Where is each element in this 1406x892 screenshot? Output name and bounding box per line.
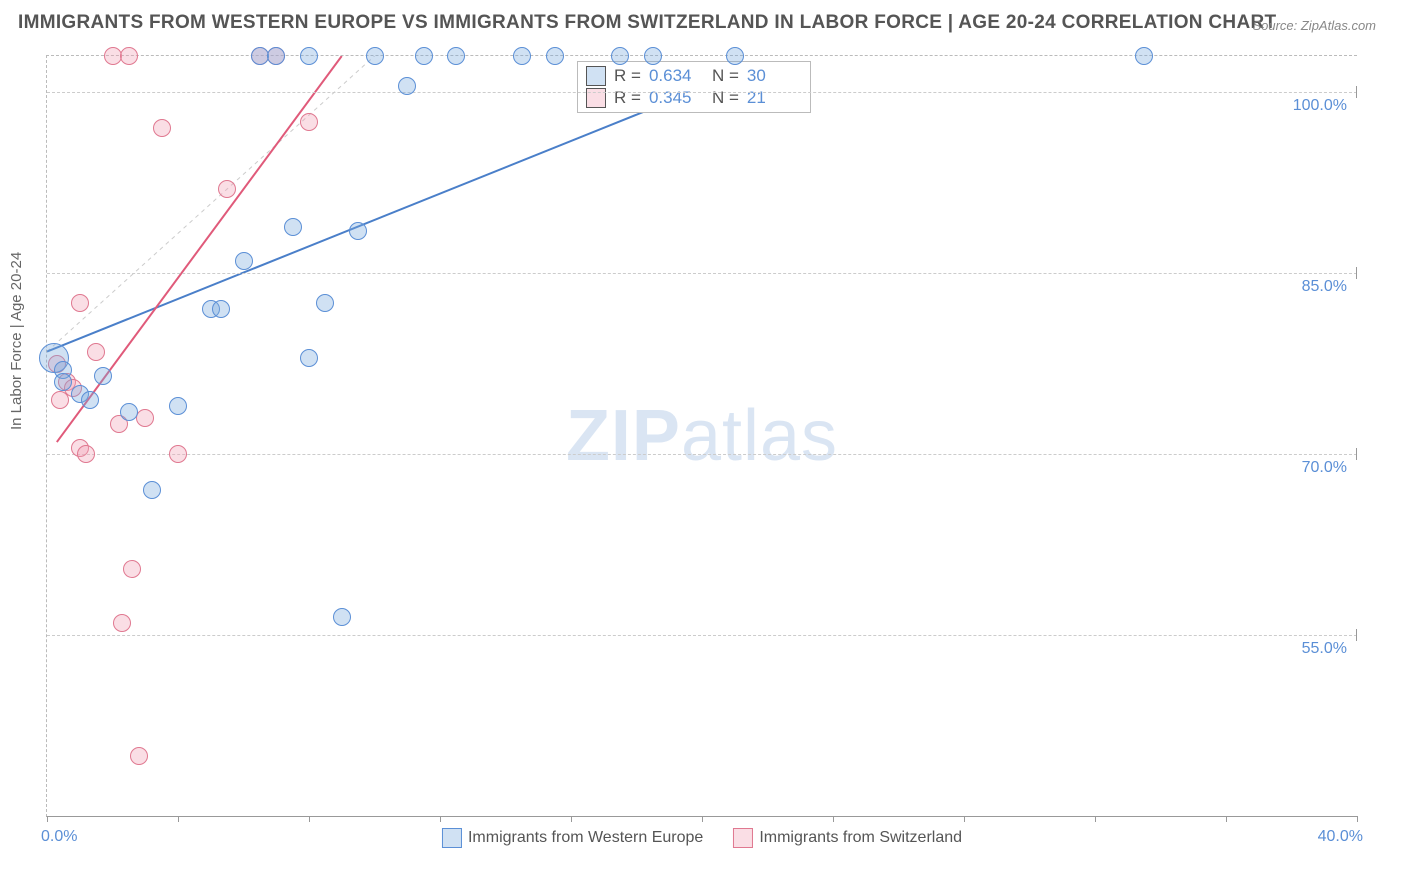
data-point [54,373,72,391]
data-point [300,47,318,65]
r-label: R = [614,66,641,86]
chart-title: IMMIGRANTS FROM WESTERN EUROPE VS IMMIGR… [18,12,1276,34]
stats-row-1: R = 0.634 N = 30 [586,66,802,86]
x-tick-mark [440,816,441,822]
n-value: 30 [747,66,802,86]
data-point [143,481,161,499]
data-point [235,252,253,270]
data-point [726,47,744,65]
data-point [300,113,318,131]
source-label: Source: ZipAtlas.com [1252,18,1376,33]
data-point [251,47,269,65]
stats-box: R = 0.634 N = 30 R = 0.345 N = 21 [577,61,811,113]
r-value: 0.634 [649,66,704,86]
data-point [94,367,112,385]
data-point [104,47,122,65]
y-axis-label: In Labor Force | Age 20-24 [8,252,25,430]
data-point [212,300,230,318]
plot-area: ZIPatlas R = 0.634 N = 30 R = 0.345 N = … [46,55,1357,817]
x-tick-mark [1095,816,1096,822]
data-point [87,343,105,361]
x-tick-mark [964,816,965,822]
data-point [513,47,531,65]
n-label: N = [712,88,739,108]
data-point [447,47,465,65]
r-label: R = [614,88,641,108]
trend-overlay [47,56,1357,816]
y-tick-mark [1356,267,1357,279]
data-point [169,397,187,415]
stats-swatch-pink [586,88,606,108]
data-point [316,294,334,312]
data-point [267,47,285,65]
y-tick-mark [1356,629,1357,641]
x-label-right: 40.0% [1318,828,1363,846]
n-value: 21 [747,88,802,108]
data-point [130,747,148,765]
x-tick-mark [178,816,179,822]
x-tick-mark [309,816,310,822]
legend-swatch-blue [442,828,462,848]
y-tick-mark [1356,448,1357,460]
data-point [349,222,367,240]
data-point [77,445,95,463]
y-tick-label: 70.0% [1302,459,1347,477]
data-point [398,77,416,95]
data-point [120,47,138,65]
stats-row-2: R = 0.345 N = 21 [586,88,802,108]
legend-label-2: Immigrants from Switzerland [759,829,962,847]
data-point [81,391,99,409]
data-point [120,403,138,421]
data-point [136,409,154,427]
x-tick-mark [1226,816,1227,822]
watermark-light: atlas [681,396,838,476]
data-point [284,218,302,236]
watermark: ZIPatlas [566,395,838,477]
n-label: N = [712,66,739,86]
legend-label-1: Immigrants from Western Europe [468,829,703,847]
legend-item-2: Immigrants from Switzerland [733,828,962,848]
data-point [218,180,236,198]
x-tick-mark [702,816,703,822]
data-point [366,47,384,65]
gridline [47,635,1357,636]
x-tick-mark [47,816,48,822]
y-tick-label: 85.0% [1302,278,1347,296]
x-tick-mark [1357,816,1358,822]
gridline [47,454,1357,455]
data-point [71,294,89,312]
data-point [169,445,187,463]
data-point [123,560,141,578]
r-value: 0.345 [649,88,704,108]
x-tick-mark [833,816,834,822]
y-tick-label: 100.0% [1293,97,1347,115]
data-point [415,47,433,65]
legend-swatch-pink [733,828,753,848]
gridline [47,273,1357,274]
data-point [611,47,629,65]
data-point [644,47,662,65]
stats-swatch-blue [586,66,606,86]
gridline [47,92,1357,93]
data-point [546,47,564,65]
y-tick-label: 55.0% [1302,640,1347,658]
data-point [333,608,351,626]
x-tick-mark [571,816,572,822]
y-tick-mark [1356,86,1357,98]
data-point [153,119,171,137]
data-point [300,349,318,367]
data-point [113,614,131,632]
x-label-left: 0.0% [41,828,77,846]
legend-item-1: Immigrants from Western Europe [442,828,703,848]
legend-bottom: Immigrants from Western Europe Immigrant… [442,828,962,848]
watermark-bold: ZIP [566,396,681,476]
data-point [1135,47,1153,65]
